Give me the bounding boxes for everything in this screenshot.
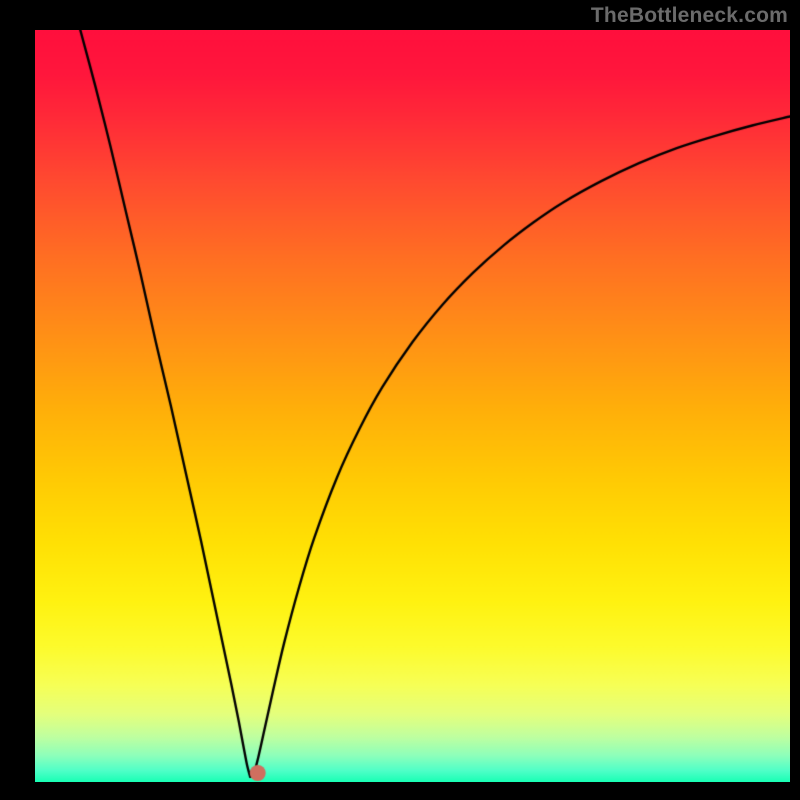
watermark-text: TheBottleneck.com	[591, 4, 788, 28]
bottleneck-curve	[35, 30, 790, 782]
chart-frame: TheBottleneck.com	[0, 0, 800, 800]
plot-area	[35, 30, 790, 782]
